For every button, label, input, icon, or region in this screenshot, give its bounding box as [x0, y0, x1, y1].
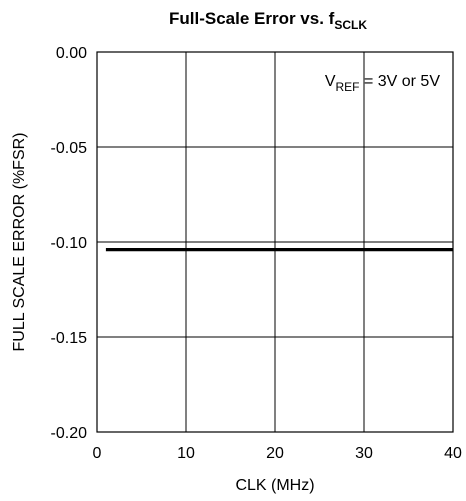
y-tick-label: -0.20: [51, 425, 88, 442]
y-tick-label: -0.10: [51, 235, 88, 252]
y-tick-label: 0.00: [56, 45, 87, 62]
chart-title-subscript: SCLK: [334, 18, 367, 32]
x-axis-label: CLK (MHz): [235, 477, 314, 494]
vref-annotation-prefix: V: [325, 73, 336, 90]
chart-title: Full-Scale Error vs. fSCLK: [169, 9, 367, 32]
x-tick-label: 30: [355, 445, 373, 462]
vref-annotation: VREF = 3V or 5V: [325, 73, 440, 94]
y-tick-label: -0.15: [51, 330, 88, 347]
x-tick-label: 20: [266, 445, 284, 462]
vref-annotation-suffix: = 3V or 5V: [360, 73, 441, 90]
y-tick-label: -0.05: [51, 140, 88, 157]
x-tick-labels: 0 10 20 30 40: [93, 445, 462, 462]
x-tick-label: 40: [444, 445, 462, 462]
y-tick-labels: 0.00 -0.05 -0.10 -0.15 -0.20: [51, 45, 88, 442]
vref-annotation-subscript: REF: [336, 80, 360, 94]
y-axis-label: FULL SCALE ERROR (%FSR): [11, 133, 28, 352]
x-tick-label: 10: [177, 445, 195, 462]
grid-lines: [97, 52, 453, 432]
chart-title-main: Full-Scale Error vs. f: [169, 9, 335, 28]
x-tick-label: 0: [93, 445, 102, 462]
